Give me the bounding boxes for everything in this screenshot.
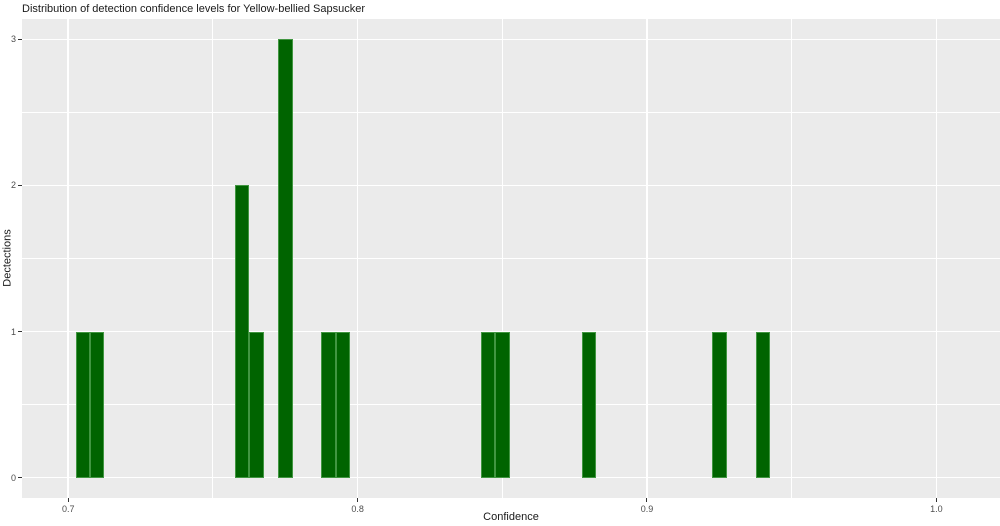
y-tick [18, 477, 22, 479]
histogram-bar [249, 331, 264, 478]
histogram-bar [89, 331, 105, 478]
histogram-bar [581, 331, 597, 478]
x-tick-label: 1.0 [930, 504, 943, 514]
x-tick-label: 0.8 [351, 504, 364, 514]
x-tick [357, 498, 359, 502]
h-gridline-major [22, 476, 1000, 479]
h-gridline-minor [22, 404, 1000, 406]
h-gridline-major [22, 38, 1000, 41]
v-gridline-minor [791, 19, 793, 498]
histogram-bar [480, 331, 496, 478]
h-gridline-major [22, 330, 1000, 333]
h-gridline-minor [22, 111, 1000, 113]
y-tick-label: 3 [10, 34, 16, 45]
histogram-bar [755, 331, 770, 478]
histogram-bar [321, 331, 336, 478]
v-gridline-major [935, 19, 938, 498]
histogram-bar [335, 331, 351, 478]
v-gridline-major [646, 19, 648, 498]
y-tick-label: 0 [10, 472, 16, 483]
y-tick-label: 2 [10, 180, 16, 191]
x-tick [935, 498, 937, 502]
x-tick [646, 498, 648, 502]
v-gridline-major [67, 19, 70, 498]
v-gridline-minor [501, 19, 503, 498]
x-tick-label: 0.9 [640, 504, 654, 514]
h-gridline-major [22, 184, 1000, 187]
y-tick [18, 184, 22, 186]
y-tick-label: 1 [10, 326, 16, 337]
x-tick [67, 498, 69, 502]
y-tick [18, 331, 22, 333]
histogram-bar [234, 185, 250, 478]
y-tick [18, 38, 22, 40]
histogram-bar [75, 331, 90, 478]
y-axis-title: Dectections [1, 229, 14, 287]
h-gridline-minor [22, 258, 1000, 259]
histogram-bar [278, 39, 293, 478]
v-gridline-minor [212, 19, 214, 498]
x-axis-title: Confidence [483, 511, 539, 523]
chart-title: Distribution of detection confidence lev… [22, 3, 366, 15]
v-gridline-major [356, 19, 359, 498]
x-tick-label: 0.7 [62, 504, 75, 514]
histogram-bar [712, 331, 727, 478]
histogram-bar [495, 331, 510, 478]
